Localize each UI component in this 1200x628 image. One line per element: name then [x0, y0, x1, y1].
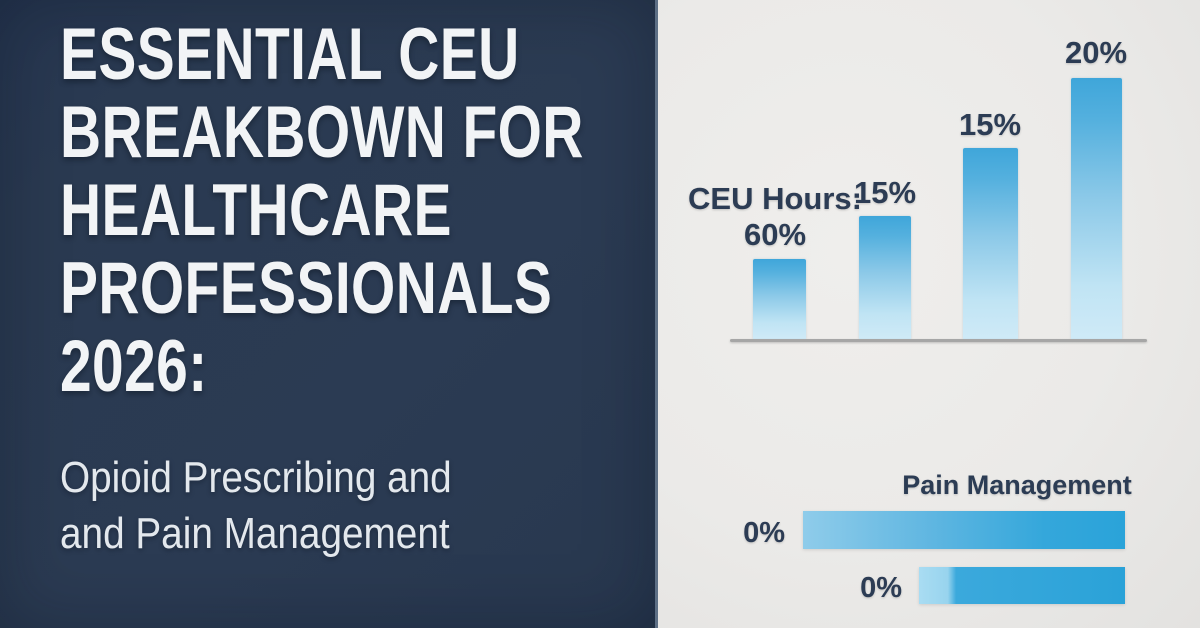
- chart-baseline: [730, 339, 1147, 342]
- hbar-value-label-1: 0%: [743, 517, 785, 549]
- ceu-hours-label: CEU Hours:: [688, 181, 862, 216]
- vertical-bar-3: [963, 148, 1018, 339]
- panel-divider: [655, 0, 658, 628]
- bar-value-label-60: 60%: [743, 217, 807, 252]
- bar-value-label-20: 20%: [1064, 35, 1128, 70]
- vertical-bar-1: [753, 259, 806, 339]
- title-panel: ESSENTIAL CEU BREAKBOWN FOR HEALTHCARE P…: [0, 0, 655, 628]
- title-line-2: BREAKBOWN FOR: [60, 92, 584, 173]
- bar-value-label-15b: 15%: [958, 107, 1022, 142]
- bar-value-label-15a: 15%: [853, 175, 917, 210]
- vertical-bar-2: [859, 216, 911, 339]
- horizontal-bar-1: [803, 511, 1125, 549]
- title-line-1: ESSENTIAL CEU: [60, 14, 520, 95]
- ceu-hours-label-block: CEU Hours: 60%: [660, 180, 890, 252]
- pain-management-label: Pain Management: [902, 470, 1132, 500]
- subtitle: Opioid Prescribing and and Pain Manageme…: [60, 450, 505, 562]
- title-line-5: 2026:: [60, 326, 208, 407]
- vertical-bar-4: [1071, 78, 1122, 339]
- subtitle-line-2: and Pain Management: [60, 509, 450, 558]
- horizontal-bar-2: [919, 567, 1125, 604]
- subtitle-line-1: Opioid Prescribing and: [60, 453, 452, 502]
- hbar-value-label-2: 0%: [860, 572, 902, 604]
- main-title: ESSENTIAL CEU BREAKBOWN FOR HEALTHCARE P…: [60, 16, 732, 406]
- title-line-4: PROFESSIONALS: [60, 248, 553, 329]
- title-line-3: HEALTHCARE: [60, 170, 452, 251]
